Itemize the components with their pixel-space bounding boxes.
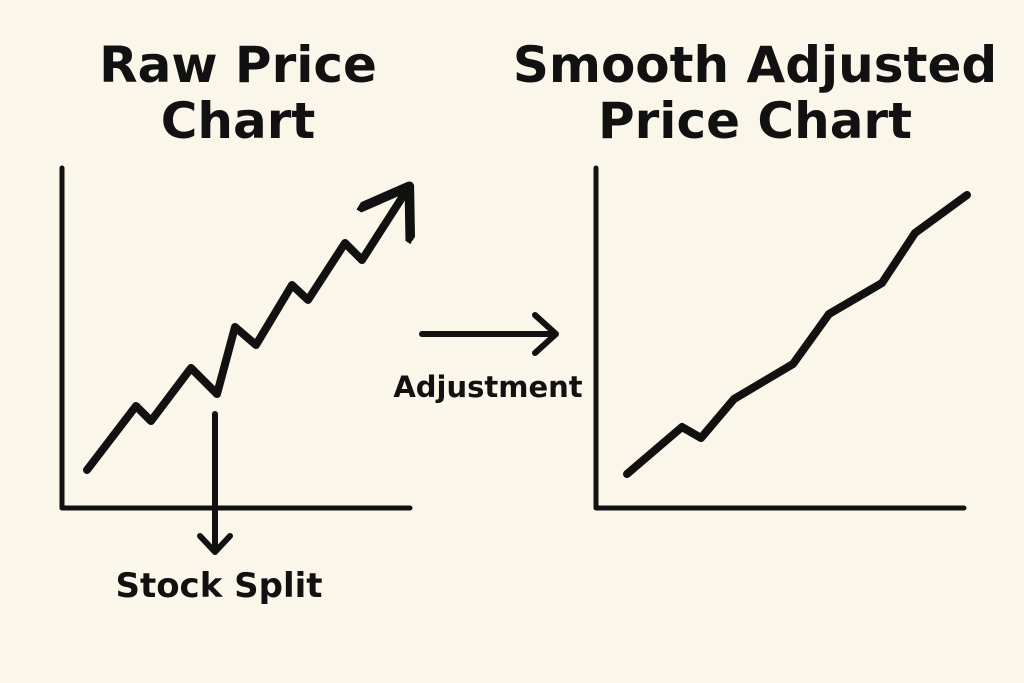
adjusted-chart-axes — [593, 165, 967, 511]
raw-price-panel: Raw Price Chart Stock Split — [59, 36, 413, 606]
adjusted-price-panel: Smooth Adjusted Price Chart — [513, 36, 997, 511]
adjusted-chart-title-line-1: Smooth Adjusted — [513, 36, 997, 94]
raw-chart-axes — [59, 165, 413, 511]
raw-price-line — [83, 193, 405, 474]
adjustment-label: Adjustment — [393, 370, 582, 404]
stock-split-pointer-arrowhead — [197, 533, 233, 555]
adjustment-arrowhead — [532, 312, 559, 356]
adjustment-transition: Adjustment — [393, 312, 583, 404]
raw-chart-title-line-1: Raw Price — [99, 36, 377, 94]
raw-chart-title-line-2: Chart — [161, 92, 316, 150]
adjusted-price-line — [623, 191, 971, 478]
stock-split-label: Stock Split — [115, 566, 322, 606]
adjusted-chart-title-line-2: Price Chart — [598, 92, 912, 150]
